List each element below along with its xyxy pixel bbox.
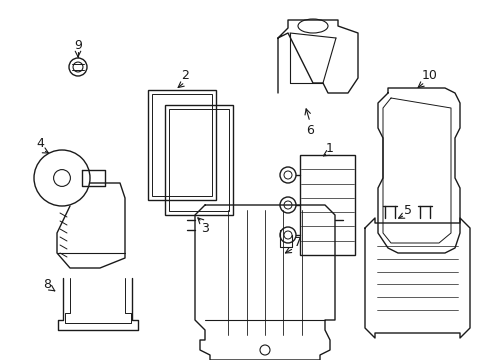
- Bar: [152, 94, 212, 196]
- Text: 8: 8: [43, 279, 51, 292]
- Bar: [148, 90, 216, 200]
- Text: 1: 1: [325, 141, 333, 154]
- Text: 9: 9: [74, 39, 82, 51]
- Text: 5: 5: [403, 203, 411, 216]
- Text: 4: 4: [36, 136, 44, 149]
- Bar: [169, 109, 228, 211]
- Text: 10: 10: [421, 68, 437, 81]
- Bar: [164, 105, 232, 215]
- Text: 7: 7: [293, 235, 302, 248]
- Text: 3: 3: [201, 221, 208, 234]
- Bar: [299, 155, 354, 255]
- Text: 2: 2: [181, 68, 188, 81]
- Text: 6: 6: [305, 123, 313, 136]
